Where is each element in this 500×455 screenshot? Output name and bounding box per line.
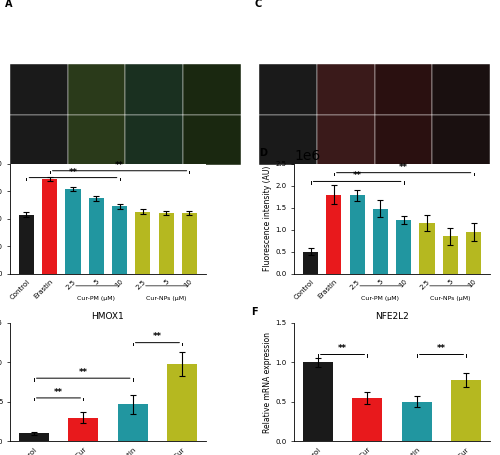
Bar <box>350 196 364 273</box>
Text: **: ** <box>78 368 88 377</box>
Bar <box>374 115 432 165</box>
Bar <box>66 189 80 273</box>
Title: HMOX1: HMOX1 <box>92 312 124 321</box>
Bar <box>432 115 490 165</box>
Bar <box>112 207 127 273</box>
Bar <box>317 115 374 165</box>
Bar <box>442 236 458 273</box>
Title: NFE2L2: NFE2L2 <box>375 312 409 321</box>
Bar <box>158 213 174 273</box>
Bar <box>317 64 374 115</box>
Bar <box>68 115 126 165</box>
Bar <box>10 115 68 165</box>
Bar <box>182 212 197 273</box>
Text: **: ** <box>437 344 446 354</box>
Bar <box>68 418 98 441</box>
Text: Cur-PM (μM): Cur-PM (μM) <box>78 296 116 301</box>
Bar <box>183 115 241 165</box>
Bar <box>10 64 68 115</box>
Bar <box>303 252 318 273</box>
Bar <box>136 212 150 273</box>
Bar <box>126 64 183 115</box>
Bar <box>19 215 34 273</box>
Bar <box>466 232 481 273</box>
Bar <box>118 404 148 441</box>
Bar <box>396 220 411 273</box>
Bar <box>374 64 432 115</box>
Bar <box>259 115 317 165</box>
Bar <box>259 64 317 115</box>
Bar <box>183 64 241 115</box>
Bar <box>373 209 388 273</box>
Text: **: ** <box>338 344 347 354</box>
Y-axis label: Relative mRNA expression: Relative mRNA expression <box>264 332 272 433</box>
Bar <box>68 64 126 115</box>
Text: **: ** <box>54 388 63 397</box>
Bar <box>19 434 48 441</box>
Bar <box>89 198 104 273</box>
Text: **: ** <box>352 172 362 180</box>
Text: **: ** <box>115 161 124 170</box>
Text: Cur-PM (μM): Cur-PM (μM) <box>362 296 400 301</box>
Text: C: C <box>254 0 262 9</box>
Text: Cur-NPs (μM): Cur-NPs (μM) <box>146 296 186 301</box>
Bar <box>452 380 481 441</box>
Bar <box>126 115 183 165</box>
Text: A: A <box>6 0 13 9</box>
Text: **: ** <box>153 333 162 341</box>
Text: F: F <box>251 307 258 317</box>
Bar <box>303 362 332 441</box>
Bar <box>402 402 432 441</box>
Bar <box>42 179 58 273</box>
Text: Cur-NPs (μM): Cur-NPs (μM) <box>430 296 470 301</box>
Bar <box>326 195 342 273</box>
Text: **: ** <box>399 162 408 172</box>
Text: D: D <box>259 148 267 158</box>
Y-axis label: Fluorescence intensity (AU): Fluorescence intensity (AU) <box>264 166 272 272</box>
Text: **: ** <box>68 167 78 177</box>
Bar <box>168 364 197 441</box>
Bar <box>420 223 434 273</box>
Bar <box>432 64 490 115</box>
Bar <box>352 398 382 441</box>
